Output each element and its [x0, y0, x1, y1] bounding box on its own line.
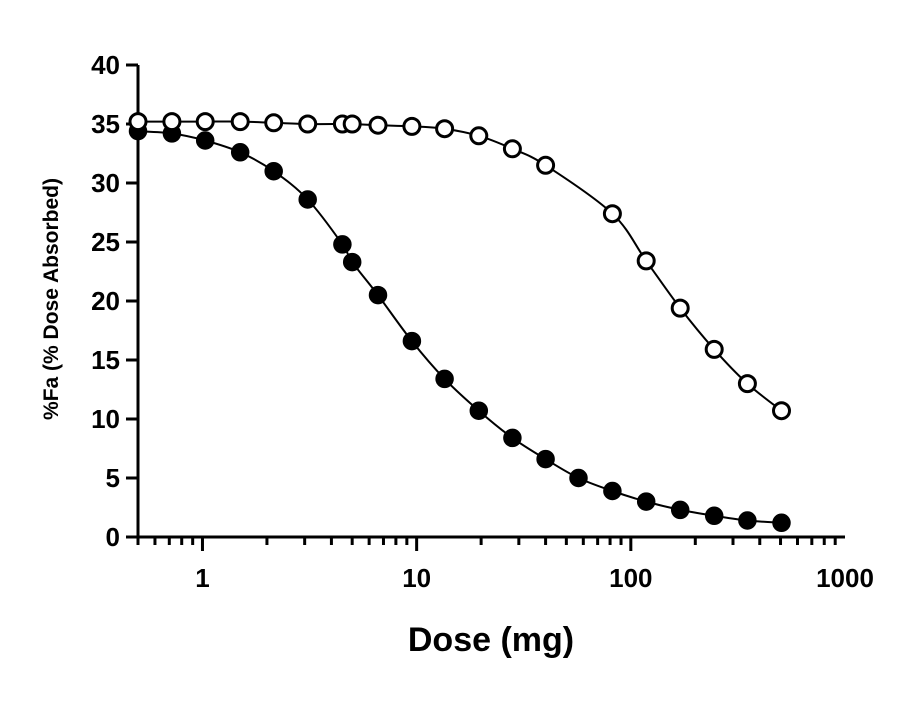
open-data-point — [435, 119, 455, 139]
filled-data-point — [503, 428, 522, 448]
data-points — [128, 112, 791, 533]
open-data-point — [502, 139, 522, 159]
filled-data-point — [195, 131, 215, 150]
open-data-point — [737, 374, 757, 394]
filled-data-point — [298, 190, 317, 209]
filled-data-point — [469, 401, 489, 420]
x-tick-label: 100 — [609, 563, 652, 593]
filled-data-point — [738, 511, 757, 530]
y-tick-label: 40 — [91, 50, 120, 80]
open-data-point — [342, 114, 362, 134]
filled-data-point — [435, 369, 454, 389]
y-axis-title: %Fa (% Dose Absorbed) — [40, 178, 63, 420]
open-data-point — [162, 112, 182, 132]
filled-data-point — [333, 235, 352, 254]
open-data-point — [636, 251, 656, 271]
x-tick-label: 10 — [402, 563, 431, 593]
filled-data-point — [402, 331, 422, 351]
y-tick-label: 25 — [91, 227, 120, 257]
filled-data-point — [368, 285, 388, 305]
filled-data-point — [569, 468, 588, 488]
filled-data-point — [264, 161, 283, 181]
open-data-point — [602, 204, 622, 224]
y-tick-label: 35 — [91, 109, 120, 139]
open-data-point — [128, 112, 148, 132]
open-data-point — [536, 155, 556, 175]
open-data-point — [469, 126, 489, 146]
filled-data-point — [704, 506, 724, 526]
tick-labels: 0 5 10 15 20 25 30 35 40 1 10 100 1000 — [91, 50, 874, 593]
x-tick-label: 1000 — [816, 563, 874, 593]
open-data-point — [264, 113, 284, 133]
open-data-point — [298, 114, 318, 134]
x-tick-label: 1 — [195, 563, 209, 593]
fit-curve-series-1 — [137, 130, 782, 524]
y-tick-label: 20 — [91, 286, 120, 316]
y-tick-label: 30 — [91, 168, 120, 198]
open-data-point — [670, 298, 690, 318]
y-tick-label: 10 — [91, 404, 120, 434]
open-data-point — [230, 112, 250, 132]
filled-data-point — [636, 492, 656, 511]
open-data-point — [704, 339, 724, 359]
filled-data-point — [772, 513, 791, 533]
x-axis-title: Dose (mg) — [408, 621, 574, 659]
filled-data-point — [603, 481, 622, 501]
open-data-point — [368, 115, 388, 135]
fit-curve-series-2 — [138, 120, 783, 412]
open-data-point — [402, 116, 422, 136]
y-tick-label: 15 — [91, 345, 120, 375]
filled-data-point — [536, 449, 555, 469]
axes — [126, 63, 845, 551]
y-tick-label: 0 — [106, 522, 120, 552]
filled-data-point — [342, 252, 362, 272]
open-data-point — [195, 112, 215, 132]
filled-data-point — [670, 500, 690, 520]
filled-data-point — [230, 143, 250, 162]
fit-curves — [137, 120, 783, 524]
open-data-point — [772, 401, 791, 421]
y-tick-label: 5 — [106, 463, 120, 493]
